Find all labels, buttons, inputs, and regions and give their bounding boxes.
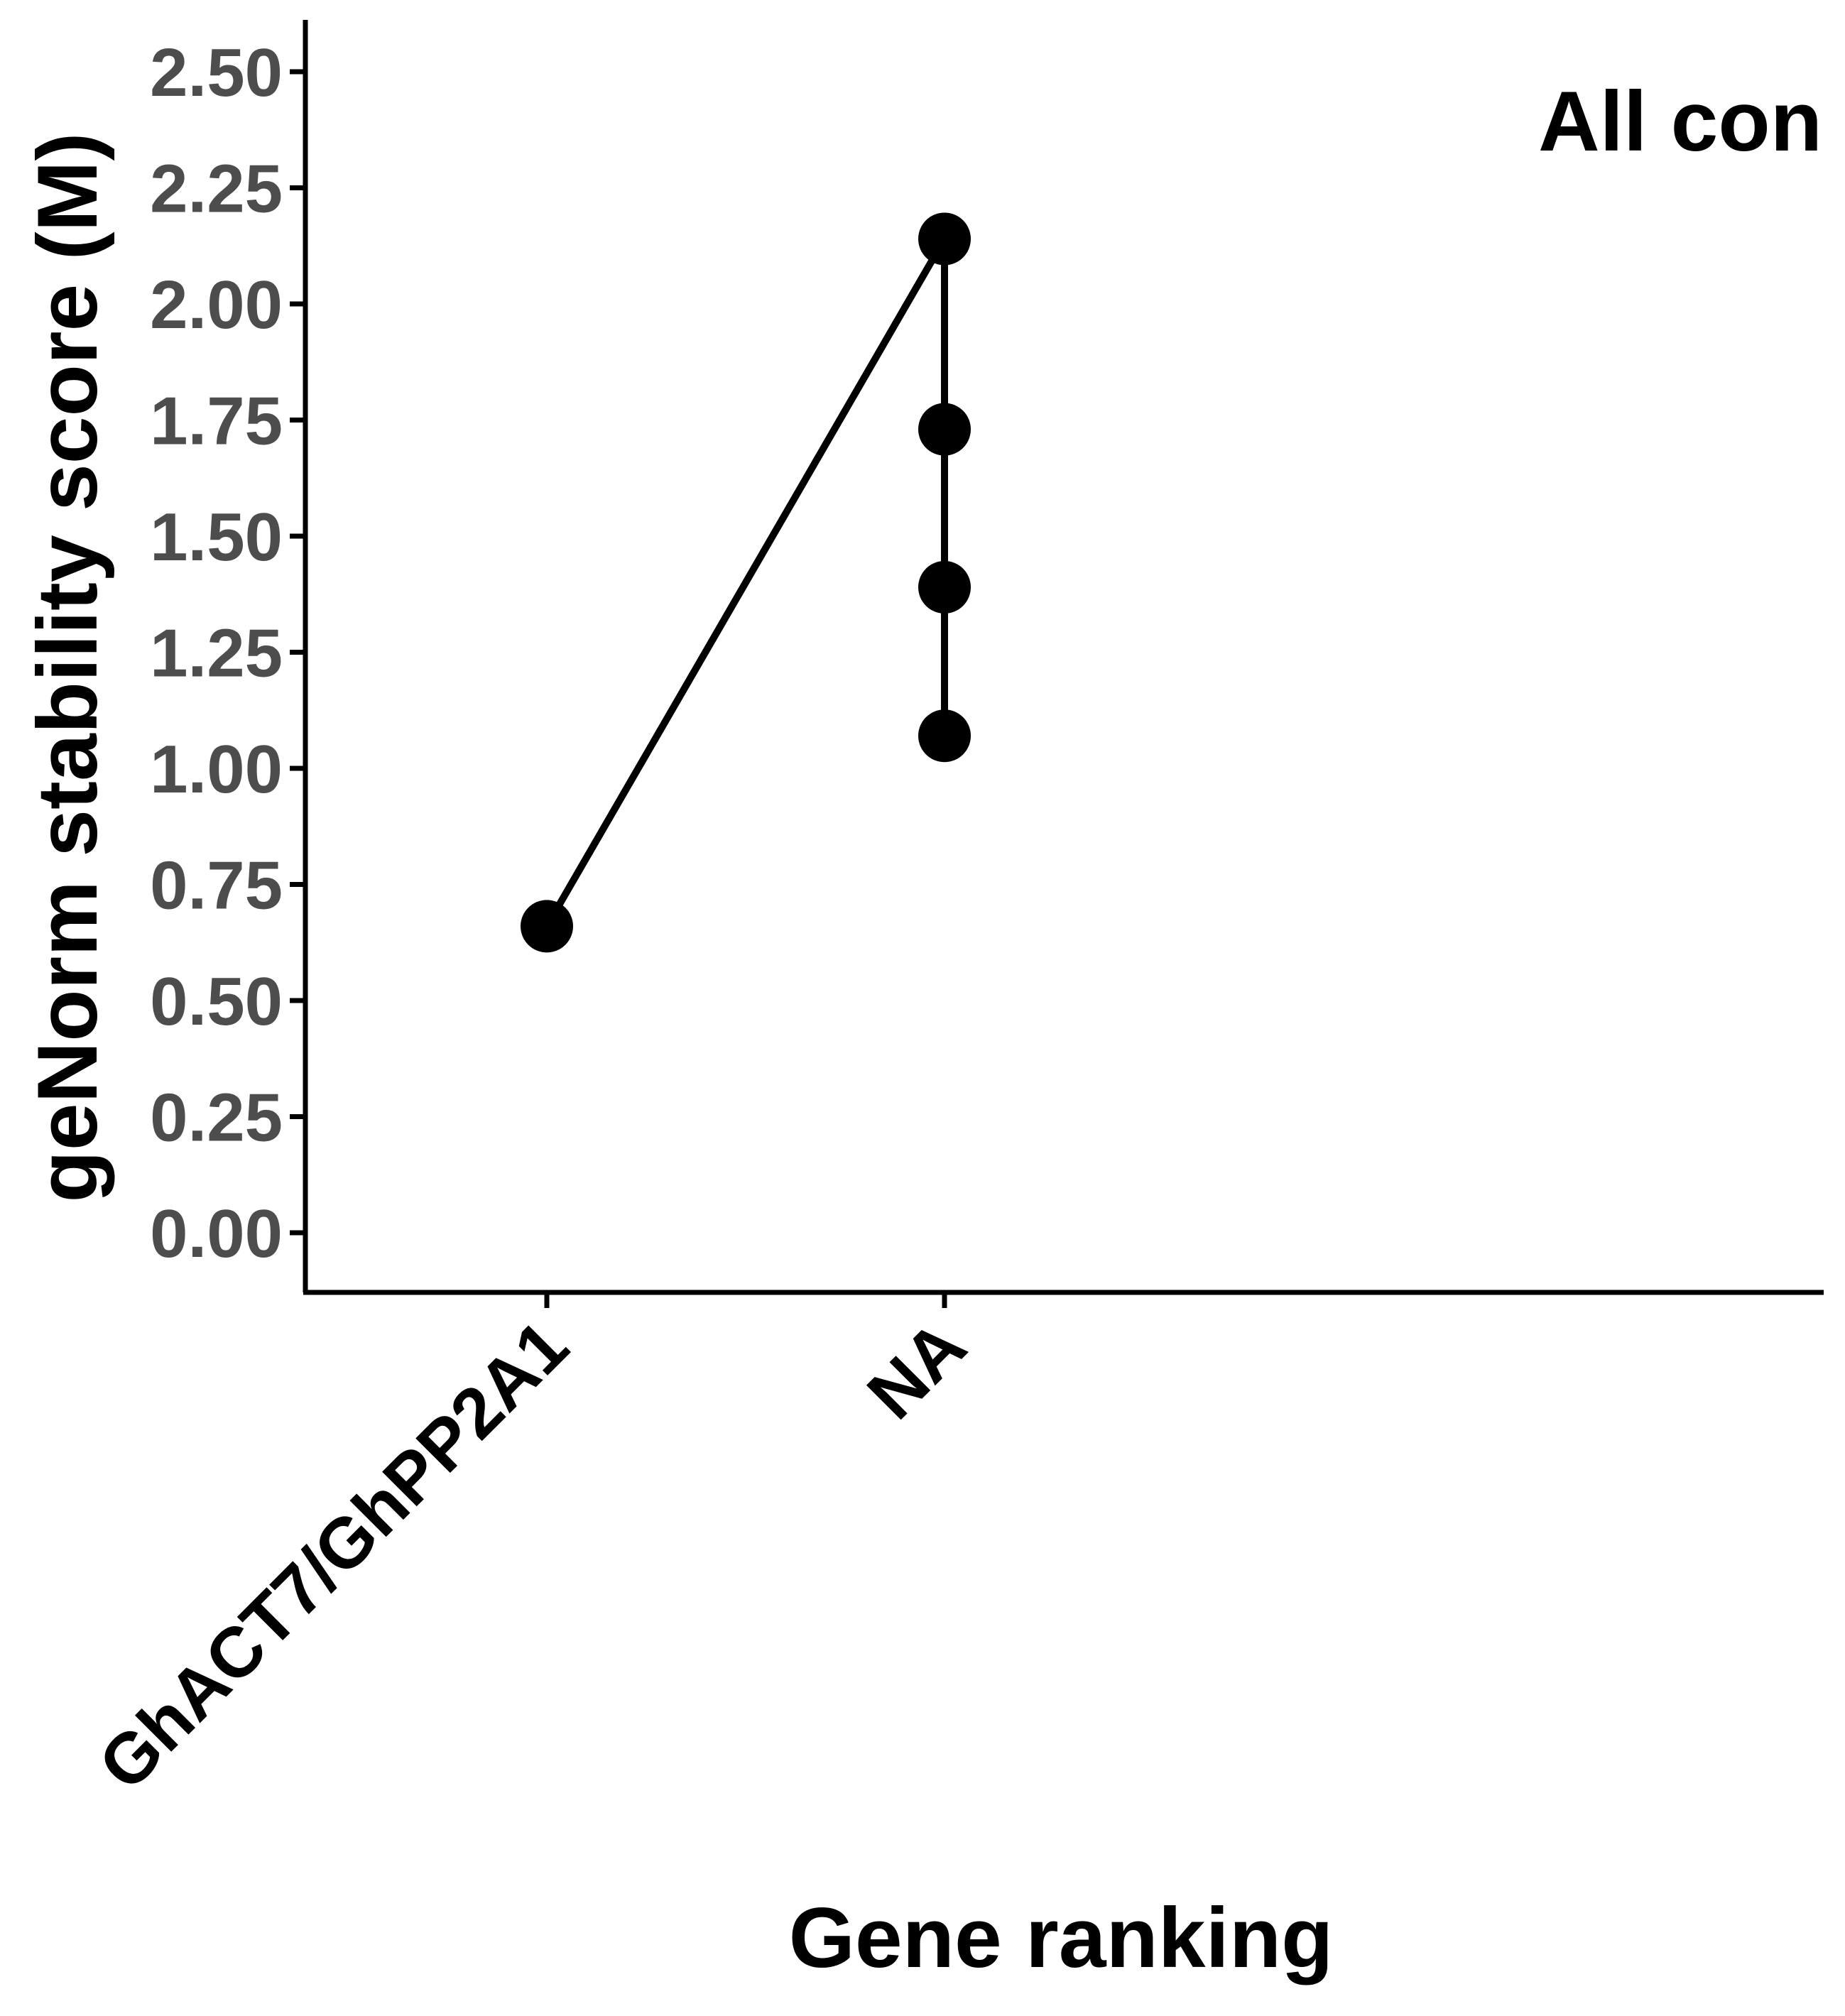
y-tick-label: 2.00 bbox=[150, 267, 283, 343]
y-tick-label: 1.00 bbox=[150, 731, 283, 807]
y-tick-label: 0.50 bbox=[150, 964, 283, 1040]
y-tick-label: 1.25 bbox=[150, 616, 283, 692]
y-tick-label: 2.50 bbox=[150, 35, 283, 111]
data-point bbox=[918, 709, 971, 763]
y-axis: 0.00 0.25 0.50 0.75 1.00 1.25 1.50 1.75 2.00 2.25… bbox=[150, 20, 308, 1292]
x-tick-label: NA bbox=[852, 1305, 981, 1434]
series-line bbox=[543, 235, 948, 928]
data-point bbox=[918, 560, 971, 614]
y-tick-label: 1.50 bbox=[150, 499, 283, 575]
panel-label: All con bbox=[1538, 74, 1822, 169]
x-axis-title: Gene ranking bbox=[789, 1890, 1334, 1985]
y-axis-title: geNorm stability score (M) bbox=[20, 133, 115, 1203]
x-axis: GhACT7/GhPP2A1 NA bbox=[84, 1290, 1824, 1805]
data-point bbox=[918, 212, 971, 266]
x-tick-label: GhACT7/GhPP2A1 bbox=[84, 1305, 584, 1805]
plot-area bbox=[521, 212, 971, 953]
data-point bbox=[918, 403, 971, 456]
y-tick-label: 0.75 bbox=[150, 848, 283, 924]
y-tick-label: 0.25 bbox=[150, 1080, 283, 1156]
y-tick-label: 1.75 bbox=[150, 383, 283, 459]
y-tick-label: 0.00 bbox=[150, 1196, 283, 1272]
data-point bbox=[521, 900, 573, 953]
y-tick-label: 2.25 bbox=[150, 151, 283, 227]
